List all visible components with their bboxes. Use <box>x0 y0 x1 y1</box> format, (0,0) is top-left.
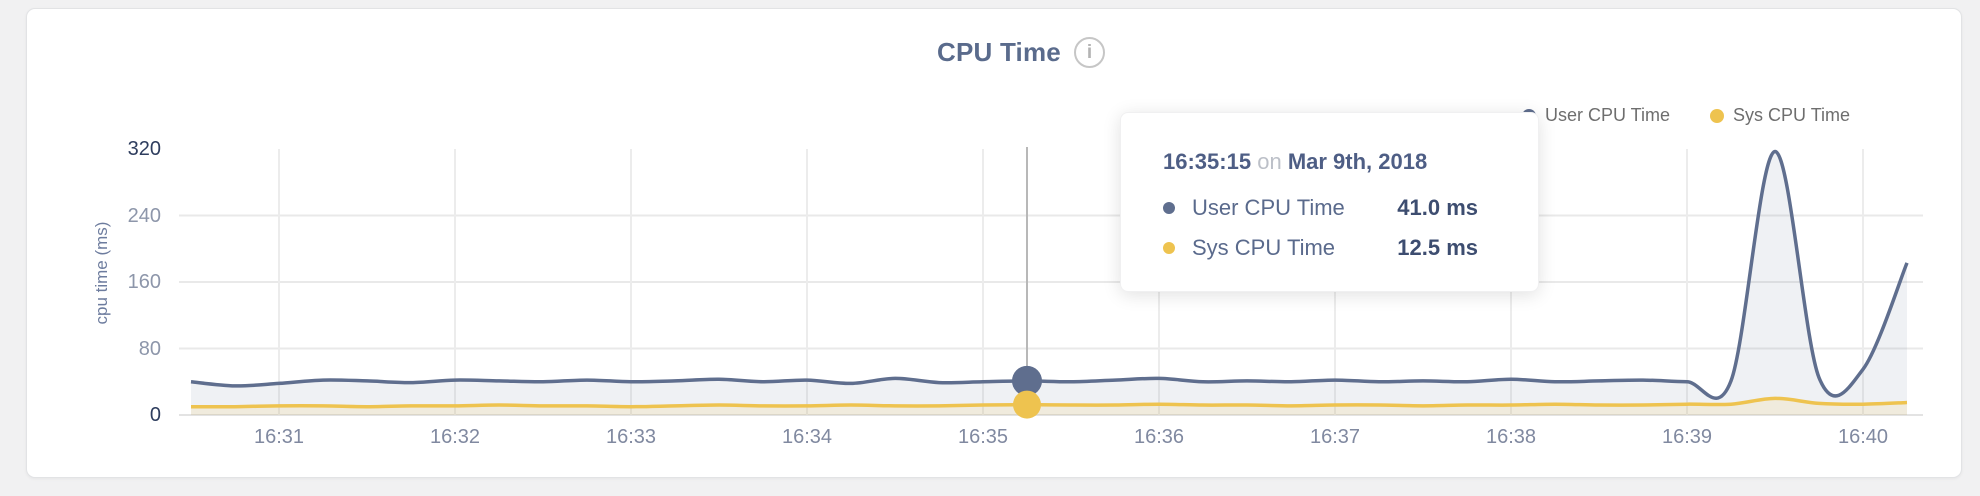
active-point-sys-dot <box>1013 390 1041 419</box>
tooltip-date: Mar 9th, 2018 <box>1287 149 1428 174</box>
tooltip-row-value: 41.0 ms <box>1397 195 1478 220</box>
chart-title: CPU Time <box>937 37 1061 67</box>
tooltip-row: User CPU Time 41.0 ms <box>1163 188 1478 228</box>
x-tick-label: 16:40 <box>1837 426 1889 448</box>
sys-cpu-area <box>191 398 1907 415</box>
x-tick-label: 16:35 <box>957 426 1009 448</box>
chart-legend: User CPU Time Sys CPU Time <box>1522 105 1850 126</box>
user-cpu-area <box>191 151 1907 407</box>
tooltip-row-dot <box>1163 202 1175 214</box>
sys-cpu-line <box>190 396 1908 409</box>
y-tick-label: 0 <box>149 404 161 426</box>
tooltip-header: 16:35:15 on Mar 9th, 2018 <box>1163 147 1478 177</box>
chart-header: CPU Time i <box>53 37 1980 68</box>
legend-label: Sys CPU Time <box>1733 105 1851 125</box>
x-tick-label: 16:38 <box>1485 426 1537 448</box>
x-tick-label: 16:33 <box>605 426 657 448</box>
x-tick-label: 16:39 <box>1661 426 1713 448</box>
y-tick-label: 80 <box>138 337 161 360</box>
tooltip-row: Sys CPU Time 12.5 ms <box>1163 228 1478 268</box>
tooltip-time: 16:35:15 <box>1163 149 1252 174</box>
tooltip-row-label: Sys CPU Time <box>1192 235 1336 260</box>
x-tick-label: 16:31 <box>253 426 305 448</box>
x-tick-label: 16:37 <box>1309 426 1361 448</box>
user-cpu-line <box>190 149 1909 400</box>
y-tick-label: 320 <box>127 138 161 160</box>
tooltip-connector: on <box>1257 149 1282 174</box>
tooltip-row-value: 12.5 ms <box>1397 235 1478 260</box>
x-tick-label: 16:32 <box>429 426 481 448</box>
chart-tooltip: 16:35:15 on Mar 9th, 2018 User CPU Time … <box>1120 112 1539 292</box>
x-tick-label: 16:36 <box>1133 426 1185 448</box>
legend-label: User CPU Time <box>1545 105 1671 125</box>
legend-item-sys-cpu-time[interactable]: Sys CPU Time <box>1710 105 1850 126</box>
legend-item-user-cpu-time[interactable]: User CPU Time <box>1522 105 1670 126</box>
cpu-time-chart-plot[interactable] <box>27 9 1980 496</box>
info-icon[interactable]: i <box>1073 37 1105 68</box>
x-tick-label: 16:34 <box>781 426 833 448</box>
chart-card: CPU Time i cpu time (ms) 0 80 160 240 32… <box>26 8 1962 478</box>
y-tick-label: 160 <box>127 271 161 293</box>
legend-dot-icon <box>1710 108 1725 123</box>
y-tick-label: 240 <box>127 204 161 227</box>
tooltip-row-label: User CPU Time <box>1192 195 1345 220</box>
active-point-user-dot <box>1012 365 1042 396</box>
tooltip-row-dot <box>1163 242 1175 254</box>
